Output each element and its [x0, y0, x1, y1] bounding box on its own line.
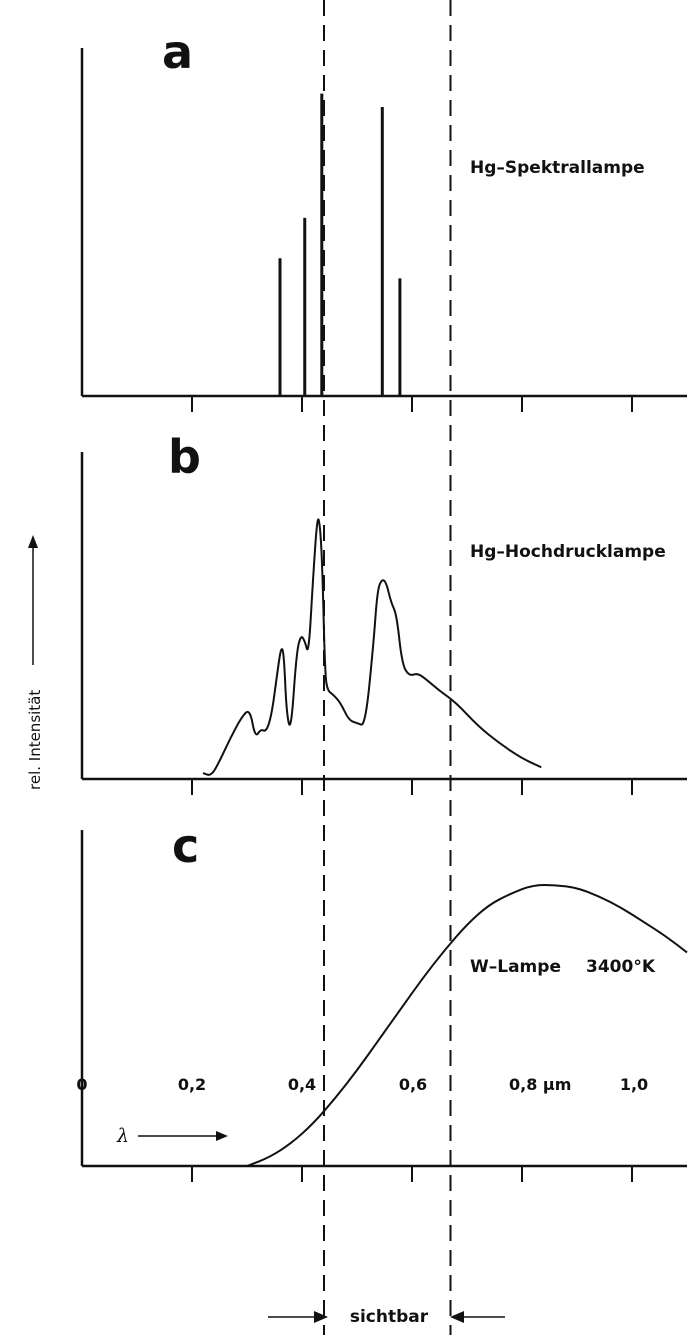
visible-range-label: sichtbar	[350, 1307, 429, 1327]
panel-letter-c: c	[172, 819, 199, 873]
chart-marks	[202, 0, 688, 1335]
y-axis-label: rel. Intensität	[26, 690, 44, 790]
visible-arrow-left-head	[314, 1311, 328, 1323]
series-label-w-lampe: W–Lampe	[470, 957, 561, 977]
axes-group	[80, 48, 687, 1182]
temperature-label: 3400°K	[586, 957, 656, 977]
x-tick-label: 0,8 µm	[509, 1075, 571, 1094]
series-label-hg-hochdruck: Hg–Hochdrucklampe	[470, 542, 666, 562]
x-tick-label: 0,6	[399, 1075, 427, 1094]
x-axis-symbol: λ	[116, 1125, 129, 1147]
panel-letter-b: b	[168, 430, 201, 484]
w-lampe-curve	[246, 884, 688, 1167]
x-tick-label: 0	[76, 1075, 87, 1094]
x-tick-label: 1,0	[620, 1075, 648, 1094]
hg-hochdruck-curve	[202, 518, 542, 776]
x-tick-label: 0,2	[178, 1075, 206, 1094]
visible-arrow-right-head	[450, 1311, 464, 1323]
x-tick-label: 0,4	[288, 1075, 316, 1094]
series-label-hg-spektral: Hg–Spektrallampe	[470, 158, 645, 178]
x-axis-arrowhead	[216, 1131, 228, 1141]
panel-letter-a: a	[162, 25, 193, 79]
y-axis-arrowhead	[28, 535, 38, 548]
